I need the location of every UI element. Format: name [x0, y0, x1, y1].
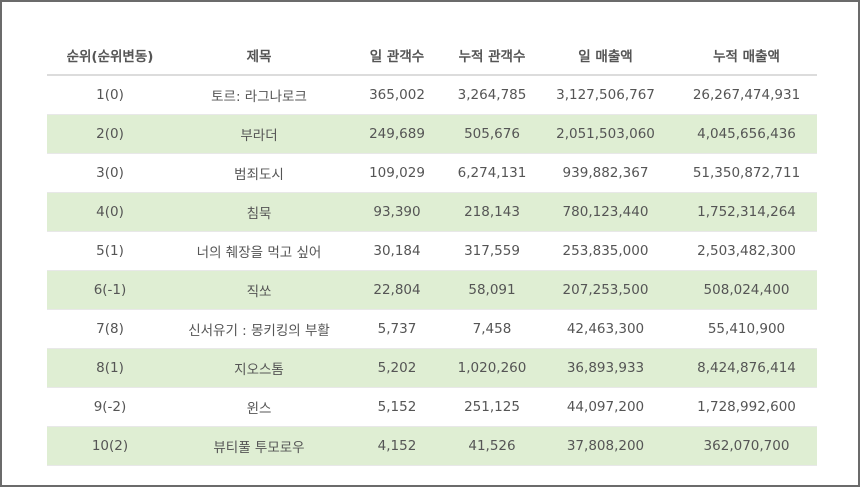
- cell-rank: 10(2): [47, 426, 173, 466]
- header-rank: 순위(순위변동): [47, 36, 173, 76]
- cell-total-sales: 26,267,474,931: [676, 75, 817, 115]
- cell-total-sales: 51,350,872,711: [676, 153, 817, 193]
- cell-title: 신서유기 : 몽키킹의 부활: [173, 309, 345, 349]
- cell-total-sales: 508,024,400: [676, 270, 817, 310]
- header-total-sales: 누적 매출액: [676, 36, 817, 76]
- table-row: 5(1) 너의 췌장을 먹고 싶어 30,184 317,559 253,835…: [47, 231, 817, 271]
- header-daily-audience: 일 관객수: [345, 36, 449, 76]
- table-row: 9(-2) 윈스 5,152 251,125 44,097,200 1,728,…: [47, 387, 817, 427]
- cell-total-sales: 2,503,482,300: [676, 231, 817, 271]
- cell-rank: 4(0): [47, 192, 173, 232]
- cell-title: 지오스톰: [173, 348, 345, 388]
- table-row: 8(1) 지오스톰 5,202 1,020,260 36,893,933 8,4…: [47, 348, 817, 388]
- table-row: 2(0) 부라더 249,689 505,676 2,051,503,060 4…: [47, 114, 817, 154]
- cell-daily-sales: 36,893,933: [535, 348, 676, 388]
- cell-total-sales: 4,045,656,436: [676, 114, 817, 154]
- cell-daily-sales: 780,123,440: [535, 192, 676, 232]
- header-title: 제목: [173, 36, 345, 76]
- cell-daily-sales: 2,051,503,060: [535, 114, 676, 154]
- cell-total-audience: 1,020,260: [449, 348, 535, 388]
- cell-daily-audience: 5,152: [345, 387, 449, 427]
- cell-daily-sales: 207,253,500: [535, 270, 676, 310]
- cell-daily-audience: 4,152: [345, 426, 449, 466]
- table-row: 1(0) 토르: 라그나로크 365,002 3,264,785 3,127,5…: [47, 75, 817, 115]
- cell-total-audience: 317,559: [449, 231, 535, 271]
- cell-daily-sales: 37,808,200: [535, 426, 676, 466]
- cell-total-sales: 55,410,900: [676, 309, 817, 349]
- cell-daily-sales: 44,097,200: [535, 387, 676, 427]
- cell-total-sales: 8,424,876,414: [676, 348, 817, 388]
- cell-title: 윈스: [173, 387, 345, 427]
- table-row: 10(2) 뷰티풀 투모로우 4,152 41,526 37,808,200 3…: [47, 426, 817, 466]
- cell-title: 뷰티풀 투모로우: [173, 426, 345, 466]
- cell-total-audience: 7,458: [449, 309, 535, 349]
- cell-title: 범죄도시: [173, 153, 345, 193]
- table-row: 7(8) 신서유기 : 몽키킹의 부활 5,737 7,458 42,463,3…: [47, 309, 817, 349]
- cell-total-audience: 218,143: [449, 192, 535, 232]
- cell-rank: 8(1): [47, 348, 173, 388]
- cell-rank: 1(0): [47, 75, 173, 115]
- cell-daily-audience: 30,184: [345, 231, 449, 271]
- cell-title: 직쏘: [173, 270, 345, 310]
- cell-daily-audience: 365,002: [345, 75, 449, 115]
- table-row: 4(0) 침묵 93,390 218,143 780,123,440 1,752…: [47, 192, 817, 232]
- cell-rank: 7(8): [47, 309, 173, 349]
- cell-daily-audience: 5,737: [345, 309, 449, 349]
- cell-daily-sales: 3,127,506,767: [535, 75, 676, 115]
- cell-total-sales: 1,728,992,600: [676, 387, 817, 427]
- cell-daily-sales: 253,835,000: [535, 231, 676, 271]
- table-row: 6(-1) 직쏘 22,804 58,091 207,253,500 508,0…: [47, 270, 817, 310]
- cell-title: 토르: 라그나로크: [173, 75, 345, 115]
- cell-daily-sales: 42,463,300: [535, 309, 676, 349]
- cell-total-sales: 362,070,700: [676, 426, 817, 466]
- cell-total-audience: 58,091: [449, 270, 535, 310]
- cell-daily-audience: 93,390: [345, 192, 449, 232]
- cell-total-audience: 41,526: [449, 426, 535, 466]
- cell-daily-audience: 109,029: [345, 153, 449, 193]
- cell-daily-audience: 5,202: [345, 348, 449, 388]
- cell-total-sales: 1,752,314,264: [676, 192, 817, 232]
- cell-rank: 6(-1): [47, 270, 173, 310]
- header-total-audience: 누적 관객수: [449, 36, 535, 76]
- cell-rank: 5(1): [47, 231, 173, 271]
- box-office-table: 순위(순위변동) 제목 일 관객수 누적 관객수 일 매출액 누적 매출액 1(…: [47, 36, 817, 466]
- table-row: 3(0) 범죄도시 109,029 6,274,131 939,882,367 …: [47, 153, 817, 193]
- cell-title: 침묵: [173, 192, 345, 232]
- cell-rank: 2(0): [47, 114, 173, 154]
- cell-total-audience: 251,125: [449, 387, 535, 427]
- cell-rank: 9(-2): [47, 387, 173, 427]
- cell-total-audience: 6,274,131: [449, 153, 535, 193]
- cell-daily-sales: 939,882,367: [535, 153, 676, 193]
- cell-total-audience: 505,676: [449, 114, 535, 154]
- cell-total-audience: 3,264,785: [449, 75, 535, 115]
- cell-title: 부라더: [173, 114, 345, 154]
- cell-daily-audience: 249,689: [345, 114, 449, 154]
- cell-daily-audience: 22,804: [345, 270, 449, 310]
- cell-rank: 3(0): [47, 153, 173, 193]
- cell-title: 너의 췌장을 먹고 싶어: [173, 231, 345, 271]
- header-row: 순위(순위변동) 제목 일 관객수 누적 관객수 일 매출액 누적 매출액: [47, 36, 817, 76]
- header-daily-sales: 일 매출액: [535, 36, 676, 76]
